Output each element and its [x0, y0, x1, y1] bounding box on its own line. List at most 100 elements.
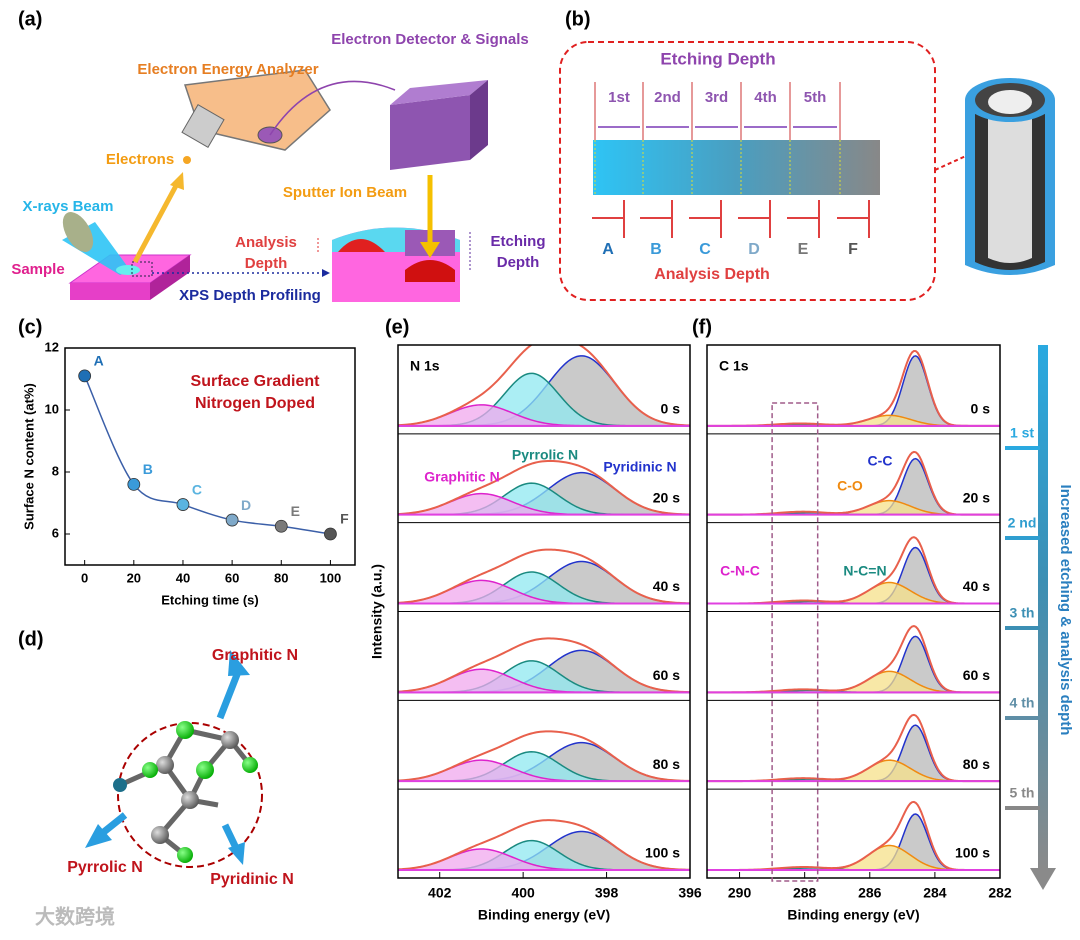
step-label: 2nd — [654, 89, 681, 106]
molecule — [85, 650, 263, 868]
component-label: Graphitic N — [424, 469, 499, 485]
x-tick-label: 396 — [678, 885, 702, 901]
analysis-point: B — [650, 241, 662, 258]
component-peak — [707, 813, 1000, 871]
point — [176, 498, 190, 511]
label: Sputter Ion Beam — [283, 184, 407, 201]
envelope — [707, 713, 1000, 783]
depth-step-label: 5 th — [1010, 785, 1035, 801]
x-tick-label: 400 — [511, 885, 535, 901]
label: Electron Energy Analyzer — [137, 61, 318, 78]
point-label: A — [94, 353, 104, 369]
detector-front — [390, 95, 470, 170]
label: Analysis Depth — [654, 266, 770, 283]
spectrum-label: 100 s — [645, 845, 680, 861]
depth-step-label: 2 nd — [1008, 515, 1037, 531]
depth-arrow-head — [1030, 868, 1056, 890]
x-axis-label: Etching time (s) — [161, 592, 259, 607]
spectrum-label: 100 s — [955, 845, 990, 861]
component-label: Pyridinic N — [603, 459, 676, 475]
label: XPS Depth Profiling — [179, 287, 321, 304]
label: Graphitic N — [212, 647, 298, 664]
label: X-rays Beam — [23, 198, 114, 215]
spectrum-panel: 0 s 20 s 40 s 60 s 80 s 100 s N 1s 402 400 398 396… — [369, 344, 702, 923]
callout-frame — [559, 41, 936, 301]
spectrum-label: 0 s — [661, 401, 681, 417]
spectra — [707, 349, 1000, 871]
spectrum-label: 80 s — [653, 756, 680, 772]
point — [127, 477, 141, 491]
spectrum-label: 40 s — [963, 578, 990, 594]
analysis-point: A — [602, 241, 614, 258]
label: Depth — [245, 255, 288, 272]
component-peak — [707, 635, 1000, 694]
x-tick-label: 60 — [225, 570, 239, 585]
plot-frame — [706, 344, 1001, 879]
x-tick-label: 80 — [274, 570, 288, 585]
electron-dot — [183, 156, 191, 164]
lens — [181, 103, 225, 149]
depth-arrow-label: Increased etching & analysis depth — [1057, 485, 1074, 736]
spectra — [398, 345, 690, 871]
label: Electrons — [106, 151, 174, 168]
label: Pyrrolic N — [67, 859, 143, 876]
step-label: 5th — [804, 89, 827, 106]
spectrum-label: 40 s — [653, 578, 680, 594]
panel-label: (f) — [692, 316, 712, 338]
sample-front — [70, 283, 150, 300]
label: Analysis — [235, 234, 297, 251]
spectrum-label: 60 s — [653, 667, 680, 683]
spectrum-title: C 1s — [719, 358, 749, 374]
x-tick-label: 282 — [988, 885, 1012, 901]
annotation: Nitrogen Doped — [195, 395, 315, 412]
analysis-point: F — [848, 241, 858, 258]
analysis-region — [338, 239, 385, 252]
signal-wire — [269, 80, 396, 136]
component-peak — [707, 414, 1000, 427]
plot-frame — [397, 344, 691, 879]
envelope — [398, 730, 690, 782]
point — [324, 527, 337, 541]
envelope — [398, 548, 690, 605]
component-peak — [707, 581, 1000, 605]
spectrum-title: N 1s — [410, 358, 440, 374]
panel-label: (c) — [18, 316, 42, 338]
xray-source — [62, 212, 94, 252]
panel-label: (e) — [385, 316, 409, 338]
point — [225, 513, 239, 527]
envelope — [398, 637, 690, 694]
component-peak — [707, 355, 1000, 427]
label: Etching — [491, 233, 546, 250]
y-tick-label: 6 — [52, 525, 59, 540]
xps-schematic — [62, 69, 488, 302]
y-tick-label: 8 — [52, 463, 59, 478]
x-tick-label: 100 — [320, 570, 342, 585]
spectrum-label: 60 s — [963, 667, 990, 683]
point-label: D — [241, 497, 251, 513]
spectrum-label: 0 s — [971, 401, 991, 417]
y-axis-label: Intensity (a.u.) — [369, 564, 385, 659]
depth-step-label: 4 th — [1010, 695, 1035, 711]
component-peak — [707, 499, 1000, 516]
analysis-region — [405, 260, 455, 282]
component-peak — [707, 724, 1000, 782]
envelope — [707, 349, 1000, 427]
spot — [116, 265, 140, 275]
label: Sample — [11, 261, 64, 278]
x-tick-label: 284 — [923, 885, 947, 901]
annotation: Surface Gradient — [191, 373, 321, 390]
analysis-point: E — [798, 241, 809, 258]
spectrum-label: 20 s — [653, 489, 680, 505]
panel-label: (b) — [565, 8, 591, 30]
depth-step-label: 1 st — [1010, 425, 1034, 441]
component-label: C-C — [868, 453, 893, 469]
analysis-point: D — [748, 241, 760, 258]
point-label: E — [291, 503, 300, 519]
x-axis-label: Binding energy (eV) — [478, 907, 610, 923]
x-axis-label: Binding energy (eV) — [787, 907, 919, 923]
label: Pyridinic N — [210, 871, 294, 888]
envelope — [398, 819, 690, 871]
depth-arrow — [1038, 345, 1048, 870]
component-label: C-N-C — [720, 563, 760, 579]
highlight-box — [771, 402, 819, 882]
